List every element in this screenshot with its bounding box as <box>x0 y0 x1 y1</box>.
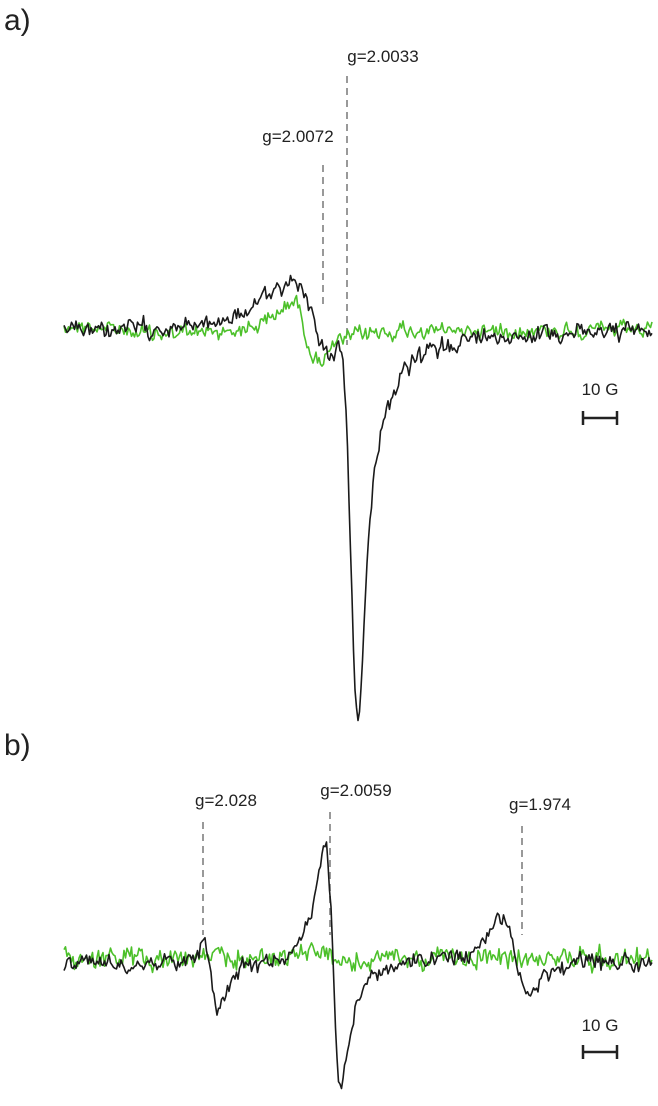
g-annotation: g=2.0059 <box>320 781 391 800</box>
spectrum-trace <box>63 274 653 722</box>
g-annotation: g=2.0072 <box>262 127 333 146</box>
g-annotation: g=2.0033 <box>347 47 418 66</box>
scale-bar <box>581 1045 619 1059</box>
spectrum-trace <box>63 841 653 1090</box>
spectra-a <box>63 274 653 722</box>
scale-bar <box>581 411 619 425</box>
spectrum-trace <box>63 294 653 367</box>
spectrum-trace <box>63 942 653 974</box>
spectra-b <box>63 841 653 1090</box>
scale-bar-label: 10 G <box>582 380 619 399</box>
scale-bar-label: 10 G <box>582 1016 619 1035</box>
g-annotation: g=1.974 <box>509 795 571 814</box>
panel-label: a) <box>4 4 31 37</box>
g-annotation: g=2.028 <box>195 791 257 810</box>
panel-label: b) <box>4 729 31 762</box>
